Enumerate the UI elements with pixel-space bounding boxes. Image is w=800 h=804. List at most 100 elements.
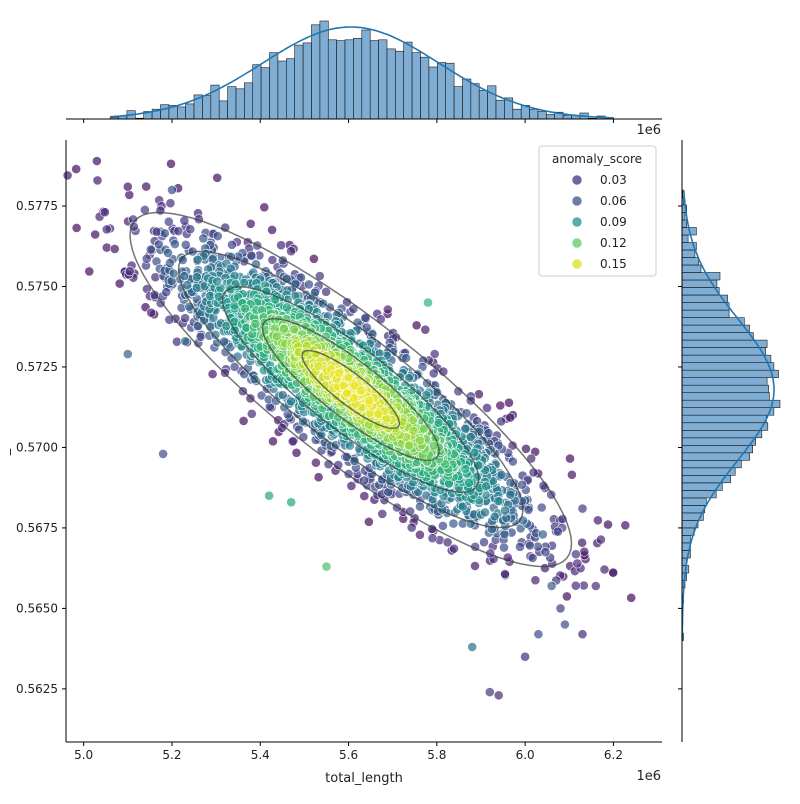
scatter-point xyxy=(153,239,164,250)
marginal-y-bar xyxy=(681,527,695,536)
scatter-point xyxy=(373,409,384,419)
marginal-x-bar xyxy=(411,52,421,120)
scatter-point xyxy=(523,504,534,515)
marginal-x-bar xyxy=(277,60,287,120)
scatter-point xyxy=(579,546,590,557)
marginal-x-bar xyxy=(327,39,337,120)
x-tick-label: 6.2 xyxy=(604,748,623,762)
scatter-point xyxy=(482,402,492,413)
scatter-point xyxy=(577,503,588,514)
marginal-y-bar xyxy=(681,414,767,424)
legend-entry-label: 0.12 xyxy=(600,236,627,250)
scatter-point xyxy=(500,569,510,579)
scatter-point xyxy=(246,408,257,419)
scatter-point xyxy=(515,541,525,552)
scatter-point xyxy=(540,547,551,557)
marginal-x-bar xyxy=(269,52,279,120)
scatter-point xyxy=(287,436,298,447)
marginal-y-bar xyxy=(681,354,772,364)
scatter-point xyxy=(333,368,344,378)
scatter-point xyxy=(250,318,261,329)
scatter-point xyxy=(507,440,518,451)
scatter-point xyxy=(109,243,120,254)
scatter-point xyxy=(359,491,370,501)
scatter-point xyxy=(467,642,478,652)
scatter-point xyxy=(212,276,223,287)
scatter-point xyxy=(565,453,575,464)
marginal-x-kde xyxy=(110,26,614,119)
scatter-point xyxy=(267,255,278,265)
marginal-x-bar xyxy=(403,41,413,120)
scatter-point xyxy=(427,533,438,544)
scatter-point xyxy=(533,629,544,640)
scatter-point xyxy=(286,246,296,257)
scatter-point xyxy=(294,424,304,435)
scatter-point xyxy=(180,336,191,347)
x-offset-label: 1e6 xyxy=(636,769,661,784)
scatter-point xyxy=(92,156,102,166)
scatter-point xyxy=(415,435,425,446)
marginal-y-bar xyxy=(681,249,696,258)
scatter-point xyxy=(267,224,277,235)
scatter-point xyxy=(313,472,324,483)
legend-marker xyxy=(571,258,583,270)
scatter-point xyxy=(493,690,504,701)
marginal-y-bar xyxy=(681,399,781,409)
scatter-point xyxy=(520,651,530,662)
scatter-point xyxy=(341,451,352,462)
marginal-y-bar xyxy=(681,362,775,371)
scatter-point xyxy=(229,361,240,372)
scatter-point xyxy=(343,372,354,383)
scatter-point xyxy=(504,397,514,408)
marginal-y-bar xyxy=(681,369,779,379)
scatter-point xyxy=(281,302,292,313)
scatter-point xyxy=(536,502,547,513)
marginal-y-bar xyxy=(681,264,702,273)
scatter-point xyxy=(423,297,433,308)
scatter-point xyxy=(505,412,516,423)
scatter-point xyxy=(141,253,152,264)
marginal-y-bar xyxy=(681,384,769,394)
scatter-point xyxy=(198,233,209,244)
scatter-point xyxy=(245,218,256,229)
y-tick-label: 0.5700 xyxy=(16,440,58,454)
marginal-x-bar xyxy=(244,82,254,120)
scatter-point xyxy=(408,425,419,436)
marginal-x-bar xyxy=(470,83,480,120)
scatter-point xyxy=(268,436,278,447)
x-tick-label: 5.2 xyxy=(162,748,181,762)
marginal-y-bar xyxy=(681,422,769,431)
scatter-point xyxy=(212,172,223,183)
marginal-x-bar xyxy=(545,114,555,120)
y-tick-label: 0.5775 xyxy=(16,199,58,213)
marginal-y-bar xyxy=(681,497,707,506)
scatter-point xyxy=(489,511,500,522)
scatter-point xyxy=(496,469,507,480)
scatter-point xyxy=(590,581,601,591)
scatter-point xyxy=(555,603,566,614)
marginal-x-bar xyxy=(495,99,505,120)
scatter-point xyxy=(465,432,476,442)
y-tick-label: 0.5625 xyxy=(16,682,58,696)
marginal-x-bar xyxy=(311,24,321,120)
scatter-point xyxy=(161,287,172,298)
scatter-point xyxy=(71,222,82,233)
scatter-point xyxy=(158,448,168,459)
scatter-point xyxy=(479,537,489,548)
scatter-point xyxy=(207,369,218,379)
marginal-x-bar xyxy=(529,108,539,120)
scatter-point xyxy=(499,529,510,540)
marginal-x-bar xyxy=(185,103,195,120)
scatter-point xyxy=(271,331,282,342)
scatter-point xyxy=(180,239,191,250)
marginal-x-bar xyxy=(252,64,262,120)
scatter-point xyxy=(464,477,474,488)
scatter-point xyxy=(124,189,135,200)
scatter-point xyxy=(155,205,166,216)
x-tick-label: 5.0 xyxy=(74,748,93,762)
scatter-point xyxy=(493,496,504,506)
legend-marker xyxy=(571,174,583,186)
scatter-point xyxy=(562,591,572,602)
scatter-point xyxy=(240,303,250,314)
